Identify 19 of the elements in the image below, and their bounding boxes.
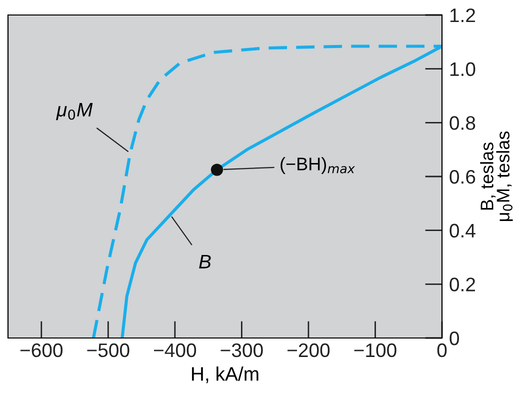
- y-tick-label: 0.2: [450, 278, 475, 292]
- x-tick-label: −100: [354, 343, 396, 358]
- y-tick-label: 0.8: [450, 116, 476, 130]
- annotation: (−BH)$_{max}$: [280, 157, 355, 174]
- x-tick-label: −400: [154, 343, 196, 358]
- x-tick-label: −300: [220, 343, 263, 358]
- y-axis-title: B, teslas μ$_{0}$M, teslas: [480, 131, 513, 221]
- x-axis-title: H, kA/m: [192, 366, 258, 384]
- y-tick-label: 1.2: [450, 8, 475, 22]
- x-tick-label: −500: [87, 343, 130, 358]
- y-tick-label: 1.0: [450, 62, 476, 76]
- y-tick-label: 0: [450, 331, 459, 346]
- x-tick-label: −600: [20, 343, 63, 358]
- x-tick-label: 0: [437, 343, 447, 358]
- y-tick-label: 0.4: [450, 224, 476, 238]
- y-tick-label: 0.6: [450, 170, 476, 184]
- text: μ$_{0}$M: [56, 103, 93, 120]
- text: B: [199, 254, 211, 268]
- x-tick-label: −200: [288, 343, 330, 358]
